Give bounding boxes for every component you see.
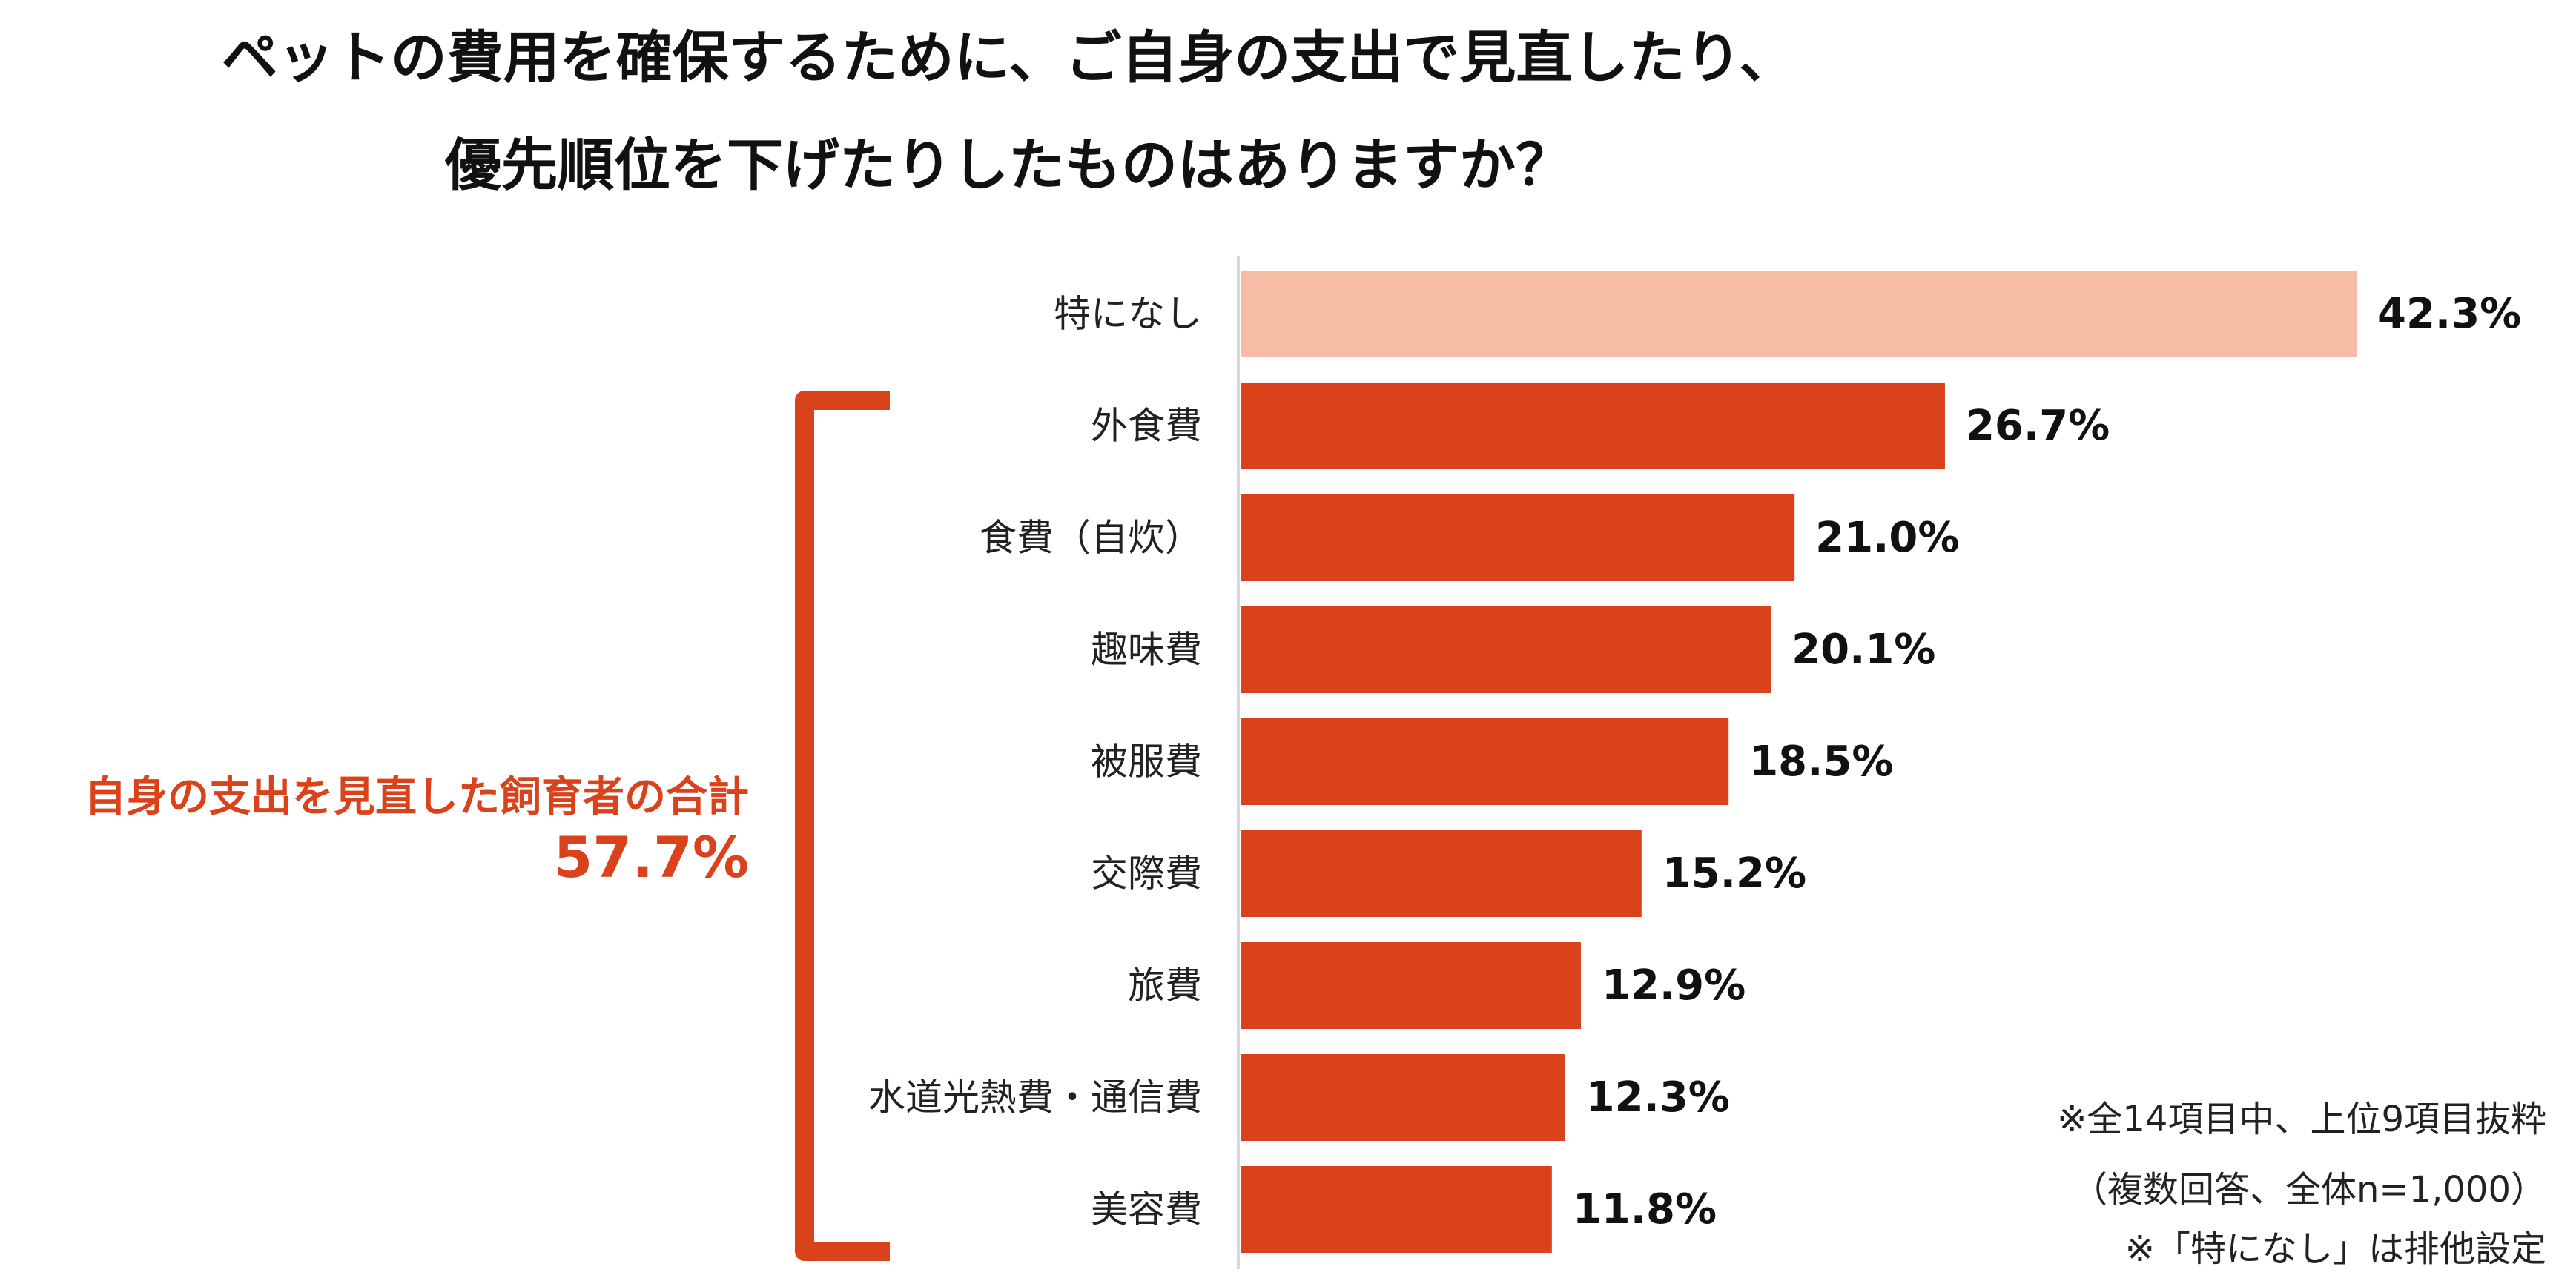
value-label-6: 12.9%	[1602, 961, 1746, 1010]
bar-1	[1241, 383, 1945, 469]
bar-5	[1241, 830, 1642, 917]
value-label-1: 26.7%	[1966, 402, 2110, 450]
category-label-5: 交際費	[1091, 852, 1202, 895]
footnote-1: ※全14項目中、上位9項目抜粋	[2057, 1099, 2546, 1140]
category-label-1: 外食費	[1091, 405, 1202, 448]
summary-value: 57.7%	[553, 824, 749, 890]
category-label-2: 食費（自炊）	[980, 517, 1202, 560]
summary-label: 自身の支出を見直した飼育者の合計	[85, 773, 749, 821]
value-label-0: 42.3%	[2377, 290, 2521, 338]
summary-bracket	[795, 391, 890, 1261]
footnote-2: （複数回答、全体n=1,000）	[2071, 1169, 2546, 1211]
value-label-5: 15.2%	[1662, 850, 1806, 898]
bar-8	[1241, 1166, 1552, 1253]
category-label-3: 趣味費	[1091, 629, 1202, 672]
category-label-7: 水道光熱費・通信費	[868, 1076, 1202, 1119]
bars-group: 特になし 42.3% 外食費 26.7% 食費（自炊） 21.0% 趣味費 20.1% 被服費 1…	[868, 271, 2521, 1253]
value-label-7: 12.3%	[1586, 1073, 1730, 1122]
bar-3	[1241, 606, 1771, 693]
bar-4	[1241, 718, 1729, 805]
value-label-2: 21.0%	[1815, 514, 1959, 562]
value-label-8: 11.8%	[1573, 1185, 1717, 1234]
bar-2	[1241, 494, 1795, 581]
bar-0	[1241, 271, 2357, 357]
category-label-6: 旅費	[1128, 964, 1202, 1007]
chart-title-line-2: 優先順位を下げたりしたものはありますか？	[445, 132, 1572, 198]
footnote-3: ※「特になし」は排他設定	[2124, 1228, 2546, 1270]
chart-title-line-1: ペットの費用を確保するために、ご自身の支出で見直したり、	[221, 24, 1796, 90]
category-label-8: 美容費	[1091, 1188, 1202, 1231]
value-label-4: 18.5%	[1749, 738, 1893, 786]
bar-7	[1241, 1054, 1565, 1141]
category-label-0: 特になし	[1054, 293, 1202, 336]
value-label-3: 20.1%	[1791, 626, 1935, 674]
bar-6	[1241, 942, 1581, 1029]
category-label-4: 被服費	[1091, 741, 1202, 784]
